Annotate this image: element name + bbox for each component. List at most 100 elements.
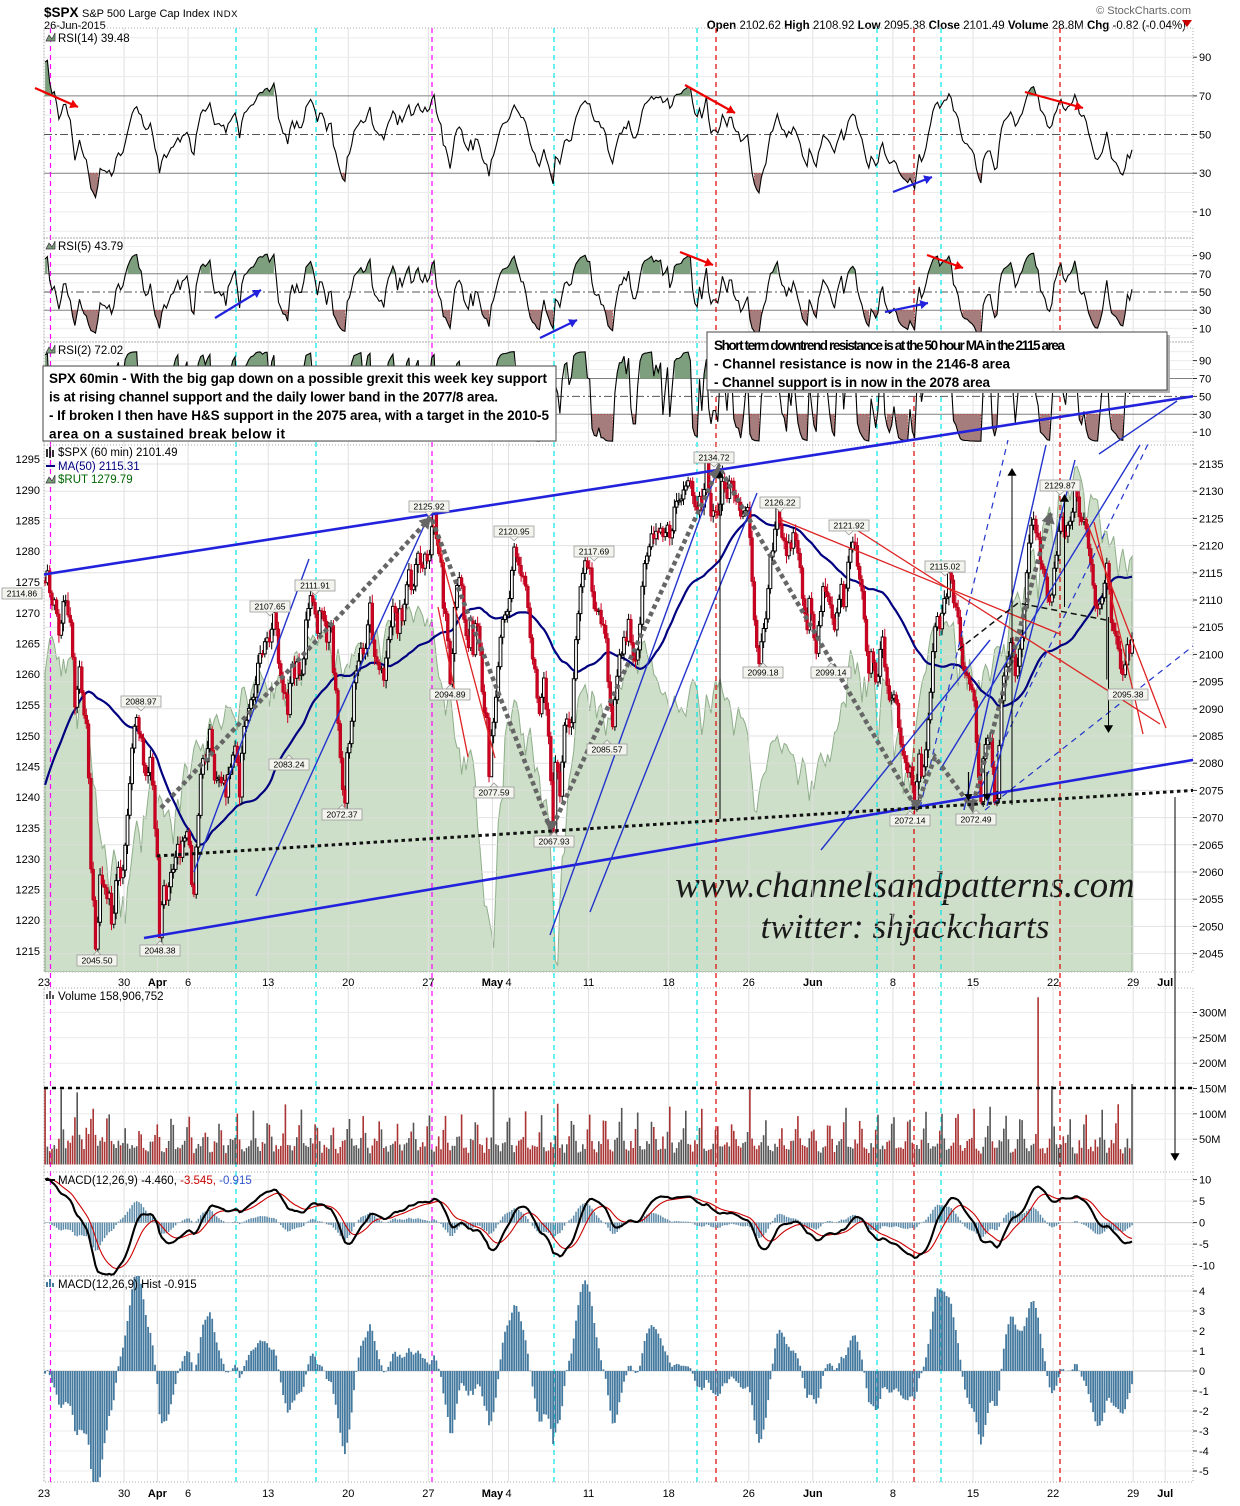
svg-text:18: 18 [663, 977, 675, 989]
svg-text:Jun: Jun [803, 1488, 823, 1500]
svg-text:Jul: Jul [1157, 1488, 1173, 1500]
svg-text:30: 30 [1199, 409, 1211, 421]
svg-text:2120.95: 2120.95 [498, 527, 529, 537]
svg-text:is at rising channel support a: is at rising channel support and the dai… [49, 390, 498, 405]
svg-text:$RUT 1279.79: $RUT 1279.79 [58, 474, 133, 486]
svg-text:SPX 60min - With the big gap d: SPX 60min - With the big gap down on a p… [49, 371, 548, 386]
svg-text:2110: 2110 [1199, 595, 1223, 607]
svg-text:Apr: Apr [148, 1488, 168, 1500]
svg-text:1285: 1285 [16, 516, 40, 528]
svg-text:90: 90 [1199, 52, 1211, 64]
svg-text:2121.92: 2121.92 [833, 521, 864, 531]
svg-text:© StockCharts.com: © StockCharts.com [1096, 5, 1191, 17]
svg-text:250M: 250M [1199, 1033, 1227, 1045]
svg-text:1: 1 [1199, 1346, 1205, 1358]
svg-text:2050: 2050 [1199, 921, 1223, 933]
svg-text:May: May [482, 977, 504, 989]
svg-text:2095: 2095 [1199, 677, 1223, 689]
svg-text:90: 90 [1199, 251, 1211, 263]
svg-text:-3: -3 [1199, 1426, 1209, 1438]
svg-text:90: 90 [1199, 356, 1211, 368]
svg-text:1220: 1220 [16, 915, 40, 927]
svg-text:300M: 300M [1199, 1008, 1227, 1020]
svg-text:70: 70 [1199, 269, 1211, 281]
svg-text:30: 30 [1199, 305, 1211, 317]
svg-text:5: 5 [1199, 1196, 1205, 1208]
svg-text:2126.22: 2126.22 [764, 498, 795, 508]
svg-text:2125.92: 2125.92 [413, 502, 444, 512]
svg-text:0: 0 [1199, 1218, 1205, 1230]
svg-text:-5: -5 [1199, 1239, 1209, 1251]
svg-text:RSI(2) 72.02: RSI(2) 72.02 [58, 345, 123, 357]
svg-text:2117.69: 2117.69 [579, 547, 610, 557]
svg-text:2107.65: 2107.65 [254, 602, 285, 612]
svg-text:Open 2102.62 High 2108.92 Low: Open 2102.62 High 2108.92 Low 2095.38 Cl… [707, 20, 1186, 32]
svg-text:www.channelsandpatterns.com: www.channelsandpatterns.com [675, 865, 1135, 906]
svg-text:11: 11 [583, 1488, 594, 1500]
svg-text:2067.93: 2067.93 [538, 837, 569, 847]
svg-text:1225: 1225 [16, 885, 40, 897]
svg-text:27: 27 [422, 1488, 434, 1500]
svg-text:8: 8 [890, 1488, 896, 1500]
svg-text:29: 29 [1127, 977, 1139, 989]
svg-text:2083.24: 2083.24 [273, 760, 304, 770]
svg-text:100M: 100M [1199, 1109, 1227, 1121]
svg-text:2134.72: 2134.72 [698, 453, 729, 463]
svg-text:2072.49: 2072.49 [960, 815, 991, 825]
svg-text:S&P 500 Large Cap Index: S&P 500 Large Cap Index [82, 8, 210, 20]
svg-text:2099.18: 2099.18 [747, 668, 778, 678]
svg-text:10: 10 [1199, 207, 1211, 219]
svg-text:2060: 2060 [1199, 867, 1223, 879]
svg-text:2130: 2130 [1199, 486, 1223, 498]
svg-text:13: 13 [262, 977, 274, 989]
svg-text:area on a sustained break belo: area on a sustained break below it [49, 427, 286, 442]
svg-text:2125: 2125 [1199, 513, 1223, 525]
svg-text:50: 50 [1199, 130, 1211, 142]
svg-text:1240: 1240 [16, 792, 40, 804]
svg-text:200M: 200M [1199, 1058, 1227, 1070]
svg-text:50: 50 [1199, 391, 1211, 403]
svg-text:30: 30 [118, 977, 130, 989]
svg-text:2099.14: 2099.14 [815, 668, 846, 678]
svg-text:1230: 1230 [16, 854, 40, 866]
svg-text:$SPX (60 min) 2101.49: $SPX (60 min) 2101.49 [58, 447, 178, 459]
svg-text:MACD(12,26,9) Hist -0.915: MACD(12,26,9) Hist -0.915 [58, 1279, 197, 1291]
svg-text:2094.89: 2094.89 [434, 690, 465, 700]
svg-text:-4: -4 [1199, 1446, 1209, 1458]
svg-text:1290: 1290 [16, 485, 40, 497]
svg-text:1270: 1270 [16, 608, 40, 620]
svg-text:22: 22 [1047, 1488, 1059, 1500]
svg-text:4: 4 [1199, 1286, 1205, 1298]
svg-text:10: 10 [1199, 323, 1211, 335]
svg-text:13: 13 [262, 1488, 274, 1500]
svg-text:Short term downtrend resistanc: Short term downtrend resistance is at th… [714, 338, 1065, 353]
svg-text:RSI(5) 43.79: RSI(5) 43.79 [58, 241, 123, 253]
svg-text:2135: 2135 [1199, 459, 1223, 471]
svg-text:2045: 2045 [1199, 949, 1223, 961]
svg-text:2090: 2090 [1199, 704, 1223, 716]
svg-text:-1: -1 [1199, 1386, 1209, 1398]
svg-text:23: 23 [38, 977, 50, 989]
svg-text:3: 3 [1199, 1306, 1205, 1318]
svg-text:15: 15 [967, 977, 979, 989]
svg-text:2114.86: 2114.86 [7, 589, 38, 599]
svg-text:1245: 1245 [16, 762, 40, 774]
svg-text:2095.38: 2095.38 [1112, 690, 1143, 700]
svg-text:2111.91: 2111.91 [300, 581, 330, 591]
svg-text:2072.37: 2072.37 [326, 810, 357, 820]
svg-text:1215: 1215 [16, 946, 40, 958]
svg-text:-10: -10 [1199, 1261, 1215, 1273]
svg-text:May: May [482, 1488, 504, 1500]
svg-text:10: 10 [1199, 1175, 1211, 1187]
svg-text:1235: 1235 [16, 823, 40, 835]
svg-text:1250: 1250 [16, 731, 40, 743]
svg-text:15: 15 [967, 1488, 979, 1500]
svg-text:150M: 150M [1199, 1084, 1227, 1096]
svg-text:6: 6 [185, 977, 191, 989]
svg-text:2070: 2070 [1199, 813, 1223, 825]
svg-text:Apr: Apr [148, 977, 168, 989]
svg-text:- If broken I then have H&S su: - If broken I then have H&S support in t… [49, 408, 549, 423]
svg-text:1265: 1265 [16, 639, 40, 651]
svg-text:50M: 50M [1199, 1134, 1220, 1146]
svg-text:MA(50) 2115.31: MA(50) 2115.31 [58, 461, 140, 473]
